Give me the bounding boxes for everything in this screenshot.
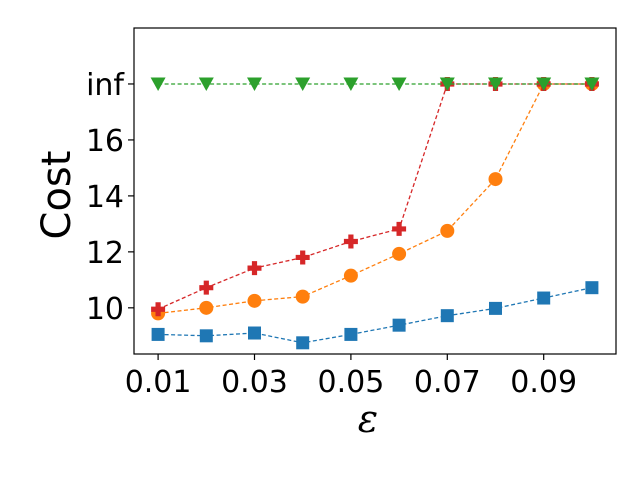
x-tick-label: 0.07 (414, 365, 481, 400)
data-point (151, 302, 166, 317)
data-point (391, 77, 407, 91)
data-point (151, 327, 165, 341)
data-point (296, 336, 310, 350)
x-tick-label: 0.01 (125, 365, 192, 400)
series-line (158, 83, 592, 315)
data-point (343, 268, 358, 283)
x-tick-label: 0.03 (221, 365, 288, 400)
data-point (198, 77, 214, 91)
x-ticks: 0.01 0.03 0.05 0.07 0.09 (125, 354, 577, 400)
data-point (199, 329, 213, 343)
data-point (295, 289, 310, 304)
y-axis-label: Cost (34, 151, 80, 240)
series-line (158, 287, 593, 344)
data-point (488, 77, 503, 91)
x-axis-label: ε (358, 397, 378, 441)
y-tick-label: 12 (86, 236, 124, 271)
data-point (199, 280, 214, 295)
data-point (247, 261, 262, 276)
series-2 (151, 76, 599, 317)
data-point (343, 234, 358, 249)
data-point (392, 246, 407, 261)
data-point (150, 77, 166, 91)
series-layer (150, 76, 600, 350)
data-point (440, 309, 454, 323)
data-point (584, 77, 600, 91)
y-tick-label: 16 (86, 124, 124, 159)
data-point (392, 221, 407, 236)
series-0 (151, 281, 599, 350)
data-point (247, 293, 262, 308)
data-point (585, 281, 599, 295)
data-point (295, 77, 311, 91)
plot-frame (133, 27, 617, 355)
data-point (440, 223, 455, 238)
data-point (489, 301, 502, 315)
data-point (295, 250, 310, 265)
data-point (343, 77, 359, 91)
data-point (248, 326, 261, 340)
data-point (199, 300, 214, 315)
x-tick-label: 0.09 (510, 365, 577, 400)
x-tick-label: 0.05 (318, 365, 385, 400)
series-3 (150, 77, 600, 91)
data-point (344, 327, 358, 341)
y-tick-label: inf (86, 68, 125, 103)
data-point (488, 172, 503, 187)
y-ticks: 10 12 14 16 inf (86, 68, 134, 327)
y-tick-label: 10 (86, 292, 124, 327)
data-point (247, 77, 262, 91)
data-point (537, 291, 551, 305)
data-point (536, 77, 552, 91)
series-1 (151, 76, 599, 321)
data-point (439, 77, 455, 91)
series-line (157, 83, 592, 310)
y-tick-label: 14 (86, 180, 124, 215)
data-point (392, 318, 406, 332)
